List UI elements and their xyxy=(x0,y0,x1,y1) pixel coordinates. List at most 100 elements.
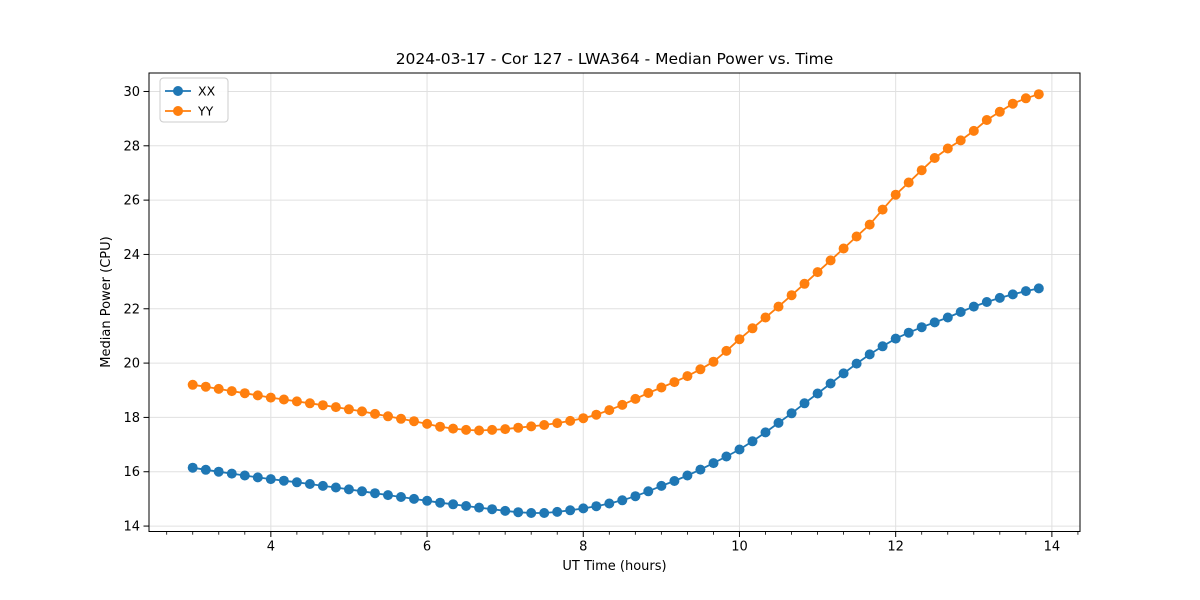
data-point-yy xyxy=(487,424,498,435)
data-point-yy xyxy=(734,334,745,345)
data-point-yy xyxy=(435,421,446,432)
data-point-xx xyxy=(291,477,302,488)
data-point-xx xyxy=(890,333,901,344)
data-point-yy xyxy=(565,415,576,426)
data-point-yy xyxy=(539,420,550,430)
data-point-xx xyxy=(383,490,393,501)
data-point-xx xyxy=(864,349,875,360)
data-point-xx xyxy=(461,501,472,511)
data-point-xx xyxy=(903,327,914,338)
series-line-yy xyxy=(192,93,1040,432)
data-point-xx xyxy=(682,470,693,481)
data-point-yy xyxy=(1020,93,1031,104)
data-point-yy xyxy=(552,418,563,429)
data-point-xx xyxy=(304,479,315,489)
data-point-xx xyxy=(396,492,406,502)
data-point-xx xyxy=(552,506,563,517)
data-point-yy xyxy=(799,278,810,289)
data-point-yy xyxy=(370,408,380,419)
data-point-xx xyxy=(708,458,719,469)
data-point-yy xyxy=(682,371,693,382)
data-point-yy xyxy=(226,386,237,397)
data-point-xx xyxy=(1020,286,1031,297)
x-tick-label: 12 xyxy=(887,540,904,555)
y-tick-label: 14 xyxy=(123,520,140,535)
data-point-yy xyxy=(955,135,966,146)
y-tick-label: 24 xyxy=(123,248,140,263)
data-point-xx xyxy=(955,307,966,317)
data-point-yy xyxy=(304,398,315,409)
x-tick-label: 8 xyxy=(579,540,587,555)
data-point-xx xyxy=(357,486,367,497)
data-point-xx xyxy=(994,292,1005,303)
data-point-xx xyxy=(929,317,940,328)
data-point-xx xyxy=(695,464,706,475)
data-point-xx xyxy=(539,508,550,518)
data-point-yy xyxy=(591,409,602,420)
data-point-yy xyxy=(265,392,276,403)
data-point-xx xyxy=(981,297,992,307)
data-point-yy xyxy=(343,404,354,415)
data-point-yy xyxy=(357,406,367,417)
data-point-yy xyxy=(773,301,784,312)
data-point-yy xyxy=(695,364,706,375)
data-point-yy xyxy=(474,425,485,436)
data-point-xx xyxy=(526,508,537,518)
data-point-xx xyxy=(760,427,771,438)
data-point-xx xyxy=(630,491,641,502)
data-point-xx xyxy=(200,464,211,475)
data-point-xx xyxy=(513,507,524,518)
data-point-yy xyxy=(578,413,589,424)
data-point-yy xyxy=(526,421,537,432)
data-point-yy xyxy=(317,400,328,411)
data-point-yy xyxy=(708,356,719,367)
data-point-yy xyxy=(396,413,406,424)
data-point-xx xyxy=(604,498,615,509)
data-point-yy xyxy=(877,204,888,215)
data-point-yy xyxy=(239,388,250,399)
data-point-xx xyxy=(656,480,667,491)
data-point-xx xyxy=(435,497,446,508)
y-tick-label: 16 xyxy=(123,465,140,480)
data-point-yy xyxy=(513,422,524,433)
data-point-xx xyxy=(226,468,237,479)
data-point-yy xyxy=(448,423,459,434)
data-point-xx xyxy=(474,502,485,513)
data-point-yy xyxy=(187,379,198,390)
data-point-xx xyxy=(799,398,810,409)
data-point-yy xyxy=(604,405,615,416)
data-point-xx xyxy=(487,504,498,515)
y-tick-label: 28 xyxy=(123,139,140,154)
data-point-yy xyxy=(656,382,667,393)
data-point-xx xyxy=(252,472,263,483)
data-point-xx xyxy=(825,378,836,389)
data-point-yy xyxy=(747,323,758,334)
data-point-xx xyxy=(669,476,680,486)
data-point-xx xyxy=(187,462,198,473)
data-point-xx xyxy=(812,388,823,399)
data-point-xx xyxy=(317,480,328,491)
data-point-xx xyxy=(1007,289,1018,300)
data-point-xx xyxy=(422,495,433,506)
chart-title: 2024-03-17 - Cor 127 - LWA364 - Median P… xyxy=(395,50,834,68)
data-point-yy xyxy=(916,165,927,176)
data-point-yy xyxy=(213,383,224,394)
data-point-xx xyxy=(968,301,979,312)
x-tick-label: 14 xyxy=(1044,540,1061,555)
data-point-yy xyxy=(422,418,433,429)
data-point-xx xyxy=(409,493,419,504)
data-point-yy xyxy=(890,189,901,200)
data-point-xx xyxy=(747,436,758,447)
data-point-yy xyxy=(291,396,302,407)
data-point-xx xyxy=(721,451,732,462)
legend-marker-xx xyxy=(173,86,183,96)
x-tick-label: 10 xyxy=(731,540,748,555)
data-point-xx xyxy=(942,312,953,323)
data-point-yy xyxy=(786,290,797,301)
data-point-yy xyxy=(330,402,341,413)
y-tick-label: 20 xyxy=(123,357,140,372)
data-point-yy xyxy=(409,416,419,427)
y-tick-label: 30 xyxy=(123,85,140,100)
